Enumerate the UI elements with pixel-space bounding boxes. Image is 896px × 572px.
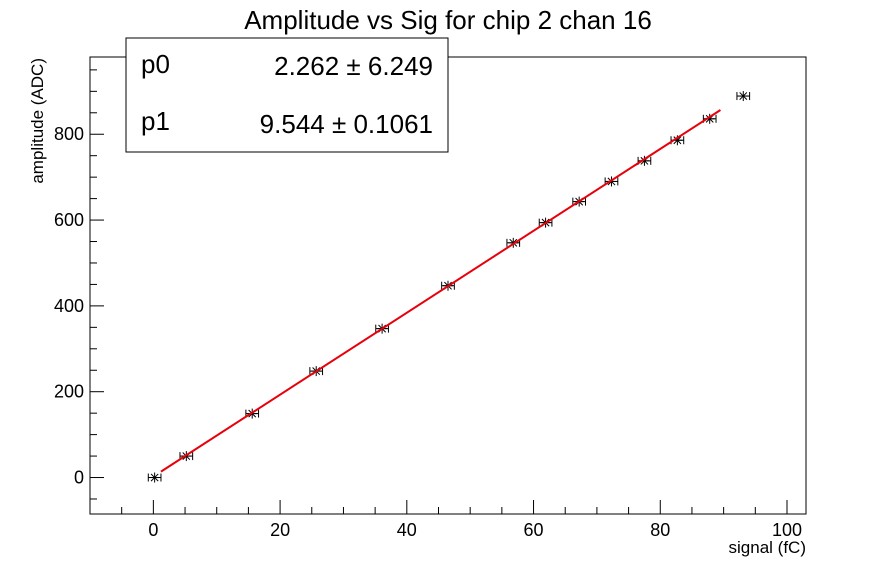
y-axis: 0 200 400 600 800 bbox=[54, 69, 104, 500]
x-tick-label: 0 bbox=[148, 520, 158, 540]
fit-line bbox=[160, 109, 722, 473]
data-point bbox=[736, 91, 751, 102]
stat-p1-name: p1 bbox=[141, 106, 170, 136]
y-tick-label: 0 bbox=[74, 468, 84, 488]
data-points bbox=[147, 91, 751, 483]
data-point bbox=[147, 472, 162, 483]
stat-p1-value: 9.544 ± 0.1061 bbox=[260, 109, 433, 139]
y-axis-title: amplitude (ADC) bbox=[28, 58, 47, 184]
y-tick-label: 400 bbox=[54, 296, 84, 316]
x-tick-label: 20 bbox=[270, 520, 290, 540]
x-tick-label: 80 bbox=[650, 520, 670, 540]
stat-p0-value: 2.262 ± 6.249 bbox=[274, 51, 433, 81]
chart-title: Amplitude vs Sig for chip 2 chan 16 bbox=[244, 5, 652, 35]
x-tick-label: 60 bbox=[524, 520, 544, 540]
x-axis: 0 20 40 60 80 100 bbox=[89, 500, 802, 540]
fit-stats-box: p0 2.262 ± 6.249 p1 9.544 ± 0.1061 bbox=[125, 37, 449, 153]
x-axis-title: signal (fC) bbox=[729, 538, 806, 557]
x-tick-label: 100 bbox=[772, 520, 802, 540]
y-tick-label: 800 bbox=[54, 124, 84, 144]
y-tick-label: 200 bbox=[54, 382, 84, 402]
y-tick-label: 600 bbox=[54, 210, 84, 230]
x-tick-label: 40 bbox=[397, 520, 417, 540]
stats-box-frame bbox=[125, 37, 449, 153]
stat-p0-name: p0 bbox=[141, 49, 170, 79]
